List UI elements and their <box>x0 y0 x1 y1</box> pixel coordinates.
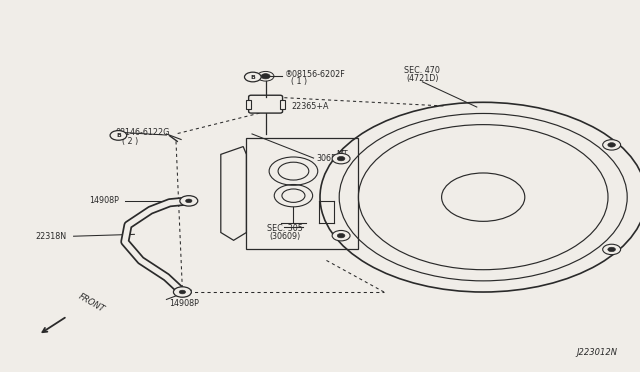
Text: B: B <box>116 133 121 138</box>
Text: 22318N: 22318N <box>35 232 67 241</box>
Circle shape <box>180 196 198 206</box>
Text: B: B <box>250 74 255 80</box>
Circle shape <box>608 142 616 147</box>
Circle shape <box>337 234 345 238</box>
Circle shape <box>608 247 616 252</box>
Text: ( 1 ): ( 1 ) <box>291 77 307 86</box>
Circle shape <box>261 74 270 79</box>
Circle shape <box>110 131 127 140</box>
Circle shape <box>337 156 345 161</box>
Text: 22365+A: 22365+A <box>291 102 329 110</box>
Circle shape <box>332 231 350 241</box>
Bar <box>246 138 358 249</box>
Text: ®08156-6202F: ®08156-6202F <box>285 70 346 79</box>
Text: ( 2 ): ( 2 ) <box>122 137 138 146</box>
Circle shape <box>603 244 621 255</box>
Text: MT: MT <box>336 150 348 159</box>
Circle shape <box>179 290 186 294</box>
Circle shape <box>173 287 191 297</box>
Circle shape <box>186 199 192 203</box>
Text: 14908P: 14908P <box>90 196 120 205</box>
Text: (4721D): (4721D) <box>406 74 438 83</box>
Text: 14908P: 14908P <box>170 299 200 308</box>
Circle shape <box>332 153 350 164</box>
Bar <box>246 100 251 109</box>
Text: FRONT: FRONT <box>77 292 106 314</box>
FancyBboxPatch shape <box>248 95 282 113</box>
Text: 30653G: 30653G <box>317 154 348 163</box>
Text: SEC. 470: SEC. 470 <box>404 66 440 75</box>
Text: SEC. 305: SEC. 305 <box>267 224 303 233</box>
Text: 08146-6122G: 08146-6122G <box>115 128 170 137</box>
Bar <box>280 100 285 109</box>
Circle shape <box>244 72 261 82</box>
Text: J223012N: J223012N <box>577 348 618 357</box>
Circle shape <box>603 140 621 150</box>
Text: (30609): (30609) <box>269 232 300 241</box>
